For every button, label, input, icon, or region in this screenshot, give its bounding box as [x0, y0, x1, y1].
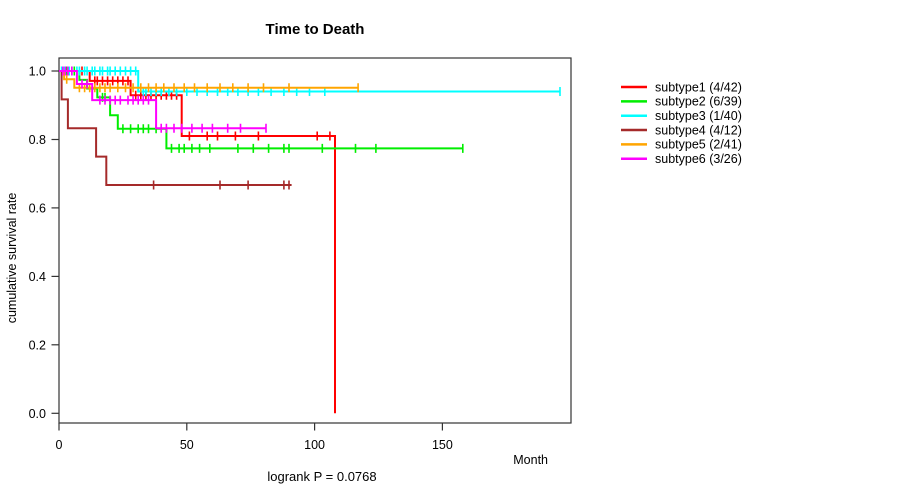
legend-label-subtype1: subtype1 (4/42) [655, 80, 742, 94]
y-tick-label: 0.4 [29, 270, 46, 284]
y-axis-title: cumulative survival rate [5, 193, 19, 324]
survival-curve-subtype3 [59, 70, 560, 93]
legend-item-subtype1: subtype1 (4/42) [621, 80, 742, 94]
censor-ticks-subtype1 [65, 66, 331, 141]
x-tick-label: 50 [180, 438, 194, 452]
survival-curves [59, 66, 561, 414]
y-tick-label: 1.0 [29, 65, 46, 79]
censor-ticks-subtype5 [65, 74, 359, 93]
legend-label-subtype6: subtype6 (3/26) [655, 152, 742, 166]
legend-label-subtype4: subtype4 (4/12) [655, 123, 742, 137]
legend-label-subtype5: subtype5 (2/41) [655, 138, 742, 152]
survival-curve-subtype5 [59, 70, 359, 89]
legend-item-subtype6: subtype6 (3/26) [621, 152, 742, 166]
legend-item-subtype4: subtype4 (4/12) [621, 123, 742, 137]
x-axis-title: Month [513, 453, 548, 467]
legend-item-subtype5: subtype5 (2/41) [621, 138, 742, 152]
legend-label-subtype2: subtype2 (6/39) [655, 95, 742, 109]
y-tick-label: 0.6 [29, 201, 46, 215]
survival-curve-subtype1 [59, 70, 336, 414]
y-axis: 0.0 0.2 0.4 0.6 0.8 1.0 [29, 65, 59, 421]
y-tick-label: 0.8 [29, 133, 46, 147]
legend-label-subtype3: subtype3 (1/40) [655, 109, 742, 123]
y-tick-label: 0.0 [29, 407, 46, 421]
y-tick-label: 0.2 [29, 338, 46, 352]
x-tick-label: 100 [304, 438, 325, 452]
survival-curve-subtype6 [59, 70, 266, 130]
x-axis: 0 50 100 150 [56, 423, 453, 452]
plot-border [58, 57, 572, 424]
censor-ticks-subtype4 [152, 180, 290, 190]
chart-title: Time to Death [266, 21, 365, 38]
x-tick-label: 0 [56, 438, 63, 452]
survival-curve-subtype4 [59, 70, 292, 186]
legend-item-subtype2: subtype2 (6/39) [621, 95, 742, 109]
legend-item-subtype3: subtype3 (1/40) [621, 109, 742, 123]
legend: subtype1 (4/42)subtype2 (6/39)subtype3 (… [621, 80, 742, 166]
logrank-p-value: logrank P = 0.0768 [267, 469, 376, 484]
censor-ticks-subtype2 [65, 66, 464, 153]
x-tick-label: 150 [432, 438, 453, 452]
censor-ticks-subtype6 [62, 66, 267, 133]
